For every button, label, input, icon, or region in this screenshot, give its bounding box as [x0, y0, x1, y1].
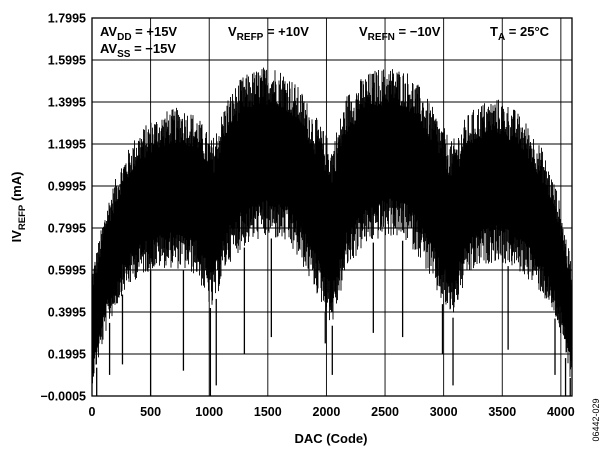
- y-tick-label: 1.1995: [48, 138, 86, 152]
- y-axis-ticks: −0.0005 0.1995 0.3995 0.5995 0.7995 0.9995 1.1…: [40, 12, 86, 404]
- x-axis-ticks: 0 500 1000 1500 2000 2500 3000 3500 4000: [89, 405, 575, 419]
- y-tick-label: 0.1995: [48, 348, 86, 362]
- y-tick-label: 0.5995: [48, 264, 86, 278]
- y-tick-label: 1.5995: [48, 54, 86, 68]
- x-axis-label: DAC (Code): [295, 431, 368, 446]
- plot-frame: [91, 17, 573, 397]
- series-iv-refp: [91, 67, 573, 396]
- y-tick-label: 0.9995: [48, 180, 86, 194]
- figure-id: 06442-029: [591, 398, 601, 441]
- y-axis-label: IVREFP (mA): [9, 172, 28, 243]
- x-tick-label: 3000: [430, 405, 458, 419]
- annotation-avdd: AVDD = +15V: [100, 24, 177, 43]
- x-tick-label: 1500: [254, 405, 282, 419]
- y-tick-label: 1.7995: [48, 12, 86, 26]
- x-tick-label: 2000: [313, 405, 341, 419]
- x-tick-label: 0: [89, 405, 96, 419]
- x-tick-label: 2500: [371, 405, 399, 419]
- x-tick-label: 3500: [488, 405, 516, 419]
- x-tick-label: 4000: [547, 405, 575, 419]
- annotation-vrefp: VREFP = +10V: [228, 24, 309, 43]
- annotation-avss: AVSS = −15V: [100, 41, 176, 60]
- y-tick-label: −0.0005: [40, 390, 86, 404]
- x-tick-label: 500: [140, 405, 161, 419]
- y-tick-label: 0.3995: [48, 306, 86, 320]
- x-tick-label: 1000: [195, 405, 223, 419]
- annotation-vrefn: VREFN = −10V: [359, 24, 441, 43]
- annotation-ta: TA = 25°C: [490, 24, 550, 43]
- y-tick-label: 0.7995: [48, 222, 86, 236]
- y-tick-label: 1.3995: [48, 96, 86, 110]
